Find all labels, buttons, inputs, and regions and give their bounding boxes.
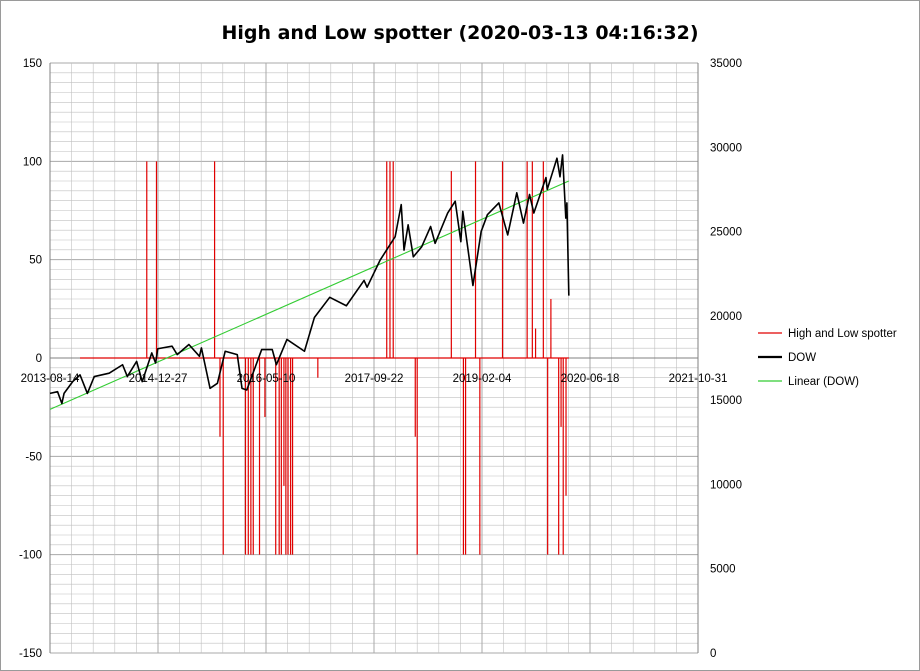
x-tick-label: 2020-06-18 <box>561 373 620 385</box>
right-tick-label: 25000 <box>710 227 742 239</box>
x-tick-label: 2016-05-10 <box>237 373 296 385</box>
legend-label-spotter: High and Low spotter <box>788 328 897 340</box>
left-tick-label: 100 <box>23 156 42 168</box>
chart-title: High and Low spotter (2020-03-13 04:16:3… <box>221 22 698 44</box>
right-tick-label: 35000 <box>710 58 742 70</box>
right-tick-label: 10000 <box>710 479 742 491</box>
x-tick-label: 2017-09-22 <box>345 373 404 385</box>
right-tick-label: 30000 <box>710 142 742 154</box>
x-axis-ticks: 2013-08-14 2014-12-27 2016-05-10 2017-09-22… <box>21 373 728 385</box>
right-tick-label: 15000 <box>710 395 742 407</box>
left-tick-label: -50 <box>25 451 42 463</box>
legend: High and Low spotter DOW Linear (DOW) <box>758 328 897 388</box>
legend-label-trend: Linear (DOW) <box>788 376 859 388</box>
x-tick-label: 2013-08-14 <box>21 373 80 385</box>
left-tick-label: 150 <box>23 58 42 70</box>
x-tick-label: 2014-12-27 <box>129 373 188 385</box>
right-tick-label: 0 <box>710 648 716 660</box>
right-tick-label: 20000 <box>710 311 742 323</box>
trendline-series <box>49 180 570 410</box>
trendline <box>49 180 570 410</box>
left-tick-label: 50 <box>29 255 42 267</box>
x-tick-label: 2021-10-31 <box>669 373 728 385</box>
legend-label-dow: DOW <box>788 352 816 364</box>
dow-line <box>49 154 570 405</box>
left-tick-label: -150 <box>19 648 42 660</box>
left-tick-label: 0 <box>36 353 42 365</box>
left-tick-label: -100 <box>19 550 42 562</box>
spotter-series <box>80 161 569 555</box>
right-tick-label: 5000 <box>710 564 736 576</box>
left-axis-ticks: 150 100 50 0 -50 -100 -150 <box>19 58 42 660</box>
x-tick-label: 2019-02-04 <box>453 373 512 385</box>
dow-series <box>49 154 570 405</box>
right-axis-ticks: 35000 30000 25000 20000 15000 10000 5000 0 <box>710 58 742 660</box>
